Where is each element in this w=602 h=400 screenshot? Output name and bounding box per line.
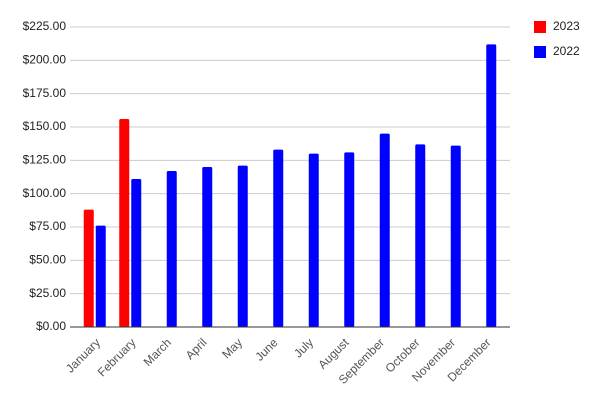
legend-swatch (534, 46, 546, 58)
x-tick-label: March (141, 335, 174, 368)
bar (308, 153, 319, 327)
y-tick-label: $50.00 (29, 253, 66, 267)
bar (344, 152, 355, 327)
x-tick-label: May (219, 335, 245, 361)
bar (119, 119, 130, 327)
legend-swatch (534, 21, 546, 33)
bar (273, 149, 284, 327)
y-tick-label: $75.00 (29, 219, 66, 233)
x-tick-label: July (291, 335, 316, 360)
x-tick-label: February (95, 335, 139, 379)
bar (486, 44, 497, 327)
bar (379, 133, 390, 327)
y-tick-label: $150.00 (23, 119, 67, 133)
y-tick-label: $25.00 (29, 286, 66, 300)
x-tick-label: April (183, 335, 210, 362)
y-tick-label: $200.00 (23, 53, 67, 67)
bar (95, 225, 106, 327)
bar (237, 165, 248, 327)
y-tick-label: $225.00 (23, 19, 67, 33)
legend-label: 2022 (553, 44, 580, 58)
bar (166, 171, 177, 327)
x-tick-label: June (252, 335, 281, 364)
y-tick-label: $100.00 (23, 186, 67, 200)
bar (450, 145, 461, 327)
legend-label: 2023 (553, 19, 580, 33)
bar (131, 179, 142, 327)
y-tick-label: $125.00 (23, 153, 67, 167)
y-tick-label: $0.00 (36, 319, 66, 333)
bar (83, 209, 94, 327)
y-tick-label: $175.00 (23, 86, 67, 100)
bar (202, 167, 213, 327)
bar (415, 144, 426, 327)
